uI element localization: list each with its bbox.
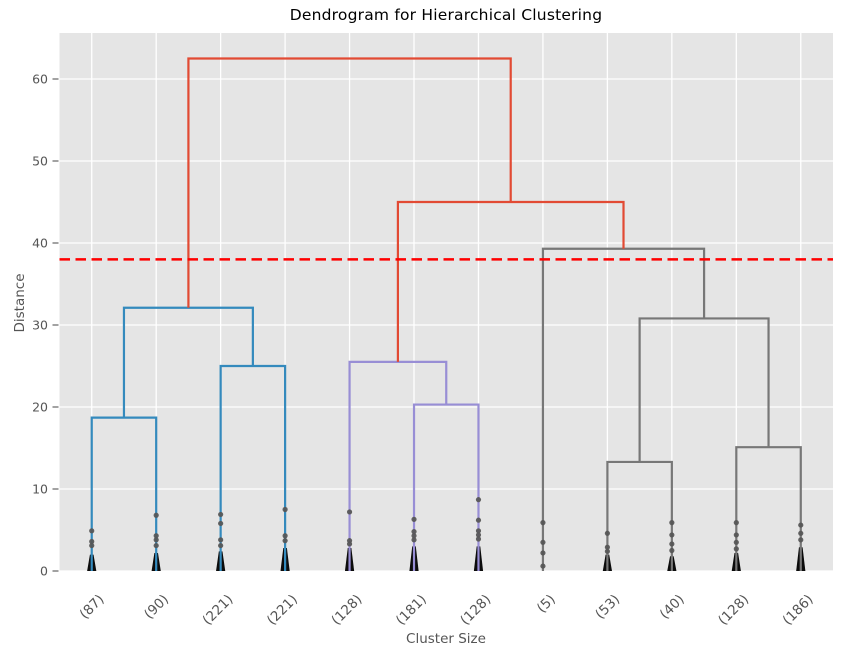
leaf-dot xyxy=(733,532,739,538)
leaf-dot xyxy=(475,528,482,534)
y-tick-label: 30 xyxy=(32,317,48,332)
leaf-dot xyxy=(218,511,224,518)
leaf-dot xyxy=(540,539,546,545)
leaf-dot xyxy=(733,539,739,545)
x-tick-label: (53) xyxy=(592,592,623,623)
x-tick-label: (186) xyxy=(780,592,817,629)
leaf-dot xyxy=(475,536,482,542)
x-tick-label: (90) xyxy=(141,592,172,623)
leaf-dot xyxy=(604,530,610,536)
y-tick-label: 40 xyxy=(32,235,48,250)
leaf-dot xyxy=(540,520,546,526)
leaf-dot xyxy=(475,517,482,523)
leaf-dot xyxy=(604,548,610,554)
leaf-dot xyxy=(153,537,159,543)
leaf-dot xyxy=(89,542,95,549)
y-tick-label: 60 xyxy=(32,71,48,86)
leaf-dot xyxy=(669,541,675,547)
x-tick-label: (128) xyxy=(328,592,365,629)
leaf-dot xyxy=(540,550,546,556)
y-tick-label: 20 xyxy=(32,399,48,414)
leaf-dot xyxy=(218,542,224,549)
leaf-dot xyxy=(669,547,675,554)
leaf-dot xyxy=(346,541,353,547)
page-title: Dendrogram for Hierarchical Clustering xyxy=(289,6,603,24)
leaf-dot xyxy=(153,512,159,518)
leaf-dot xyxy=(411,529,417,535)
x-tick-label: (128) xyxy=(457,592,494,629)
leaf-dot xyxy=(153,533,159,539)
plot-background xyxy=(59,33,833,571)
y-tick-label: 10 xyxy=(32,481,48,496)
x-tick-label: (87) xyxy=(77,592,108,623)
leaf-dot xyxy=(89,528,95,534)
y-tick-label: 0 xyxy=(40,563,48,578)
leaf-dot xyxy=(346,509,353,515)
leaf-dot xyxy=(669,520,675,526)
leaf-dot xyxy=(411,533,417,539)
leaf-dot xyxy=(604,544,610,550)
x-tick-label: (181) xyxy=(393,592,430,629)
leaf-dot xyxy=(89,538,95,545)
leaf-dot xyxy=(669,532,675,538)
leaf-dot xyxy=(475,532,482,538)
leaf-dot xyxy=(411,537,417,543)
leaf-dot xyxy=(798,522,804,528)
leaf-dot xyxy=(282,538,288,544)
leaf-dot xyxy=(540,563,546,569)
leaf-dot xyxy=(153,542,159,549)
leaf-dot xyxy=(475,497,482,503)
leaf-dot xyxy=(733,520,739,526)
x-tick-label: (40) xyxy=(657,592,688,623)
leaf-dot xyxy=(282,506,288,513)
leaf-dot xyxy=(733,546,739,552)
x-tick-label: (221) xyxy=(264,592,301,629)
leaf-dot xyxy=(411,516,417,522)
x-tick-label: (128) xyxy=(715,592,752,629)
x-tick-label: (221) xyxy=(199,592,236,629)
y-tick-label: 50 xyxy=(32,153,48,168)
x-tick-label: (5) xyxy=(534,592,559,617)
leaf-dot xyxy=(798,530,804,536)
leaf-dot xyxy=(798,537,804,543)
x-axis-label: Cluster Size xyxy=(406,631,486,647)
leaf-dot xyxy=(218,537,224,543)
leaf-dot xyxy=(218,520,224,527)
leaf-dot xyxy=(282,533,288,539)
dendrogram-link xyxy=(187,57,512,308)
